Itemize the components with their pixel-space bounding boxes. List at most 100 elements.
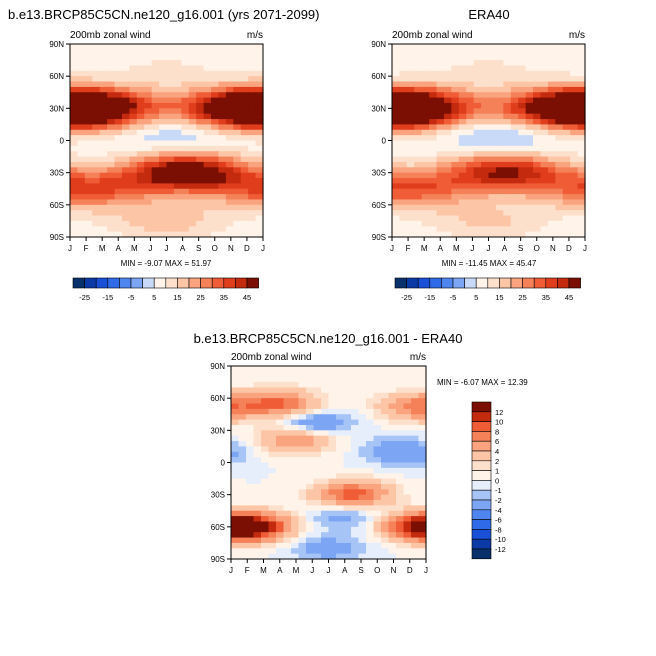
field-cell xyxy=(166,60,175,67)
field-cell xyxy=(366,382,375,389)
field-cell xyxy=(276,376,285,383)
field-cell xyxy=(77,210,86,217)
field-cell xyxy=(313,494,322,501)
field-cell xyxy=(166,145,175,152)
field-cell xyxy=(218,81,227,88)
field-cell xyxy=(343,424,352,431)
field-cell xyxy=(298,542,307,549)
field-cell xyxy=(388,387,397,394)
field-cell xyxy=(84,204,93,211)
field-cell xyxy=(114,97,123,104)
field-cell xyxy=(268,441,277,448)
field-cell xyxy=(121,172,130,179)
field-cell xyxy=(443,183,452,190)
field-cell xyxy=(570,210,579,217)
field-cell xyxy=(298,408,307,415)
field-cell xyxy=(248,76,257,83)
field-cell xyxy=(321,532,330,539)
field-cell xyxy=(373,457,382,464)
field-cell xyxy=(436,178,445,184)
field-cell xyxy=(388,446,397,453)
field-cell xyxy=(233,188,242,195)
field-cell xyxy=(458,124,467,131)
field-cell xyxy=(246,553,255,560)
field-cell xyxy=(231,446,240,453)
field-cell xyxy=(218,167,227,174)
field-cell xyxy=(196,151,205,158)
field-cell xyxy=(443,129,452,136)
y-tick-label: 30N xyxy=(371,104,386,113)
field-cell xyxy=(107,178,116,184)
field-cell xyxy=(129,199,138,206)
field-cell xyxy=(261,553,270,560)
field-cell xyxy=(358,430,367,437)
field-cell xyxy=(70,76,79,83)
field-cell xyxy=(129,220,138,227)
field-cell xyxy=(473,204,482,211)
colorbar-label: 1 xyxy=(495,467,499,476)
field-cell xyxy=(547,178,556,184)
field-cell xyxy=(458,97,467,104)
field-cell xyxy=(107,231,116,238)
field-cell xyxy=(99,108,108,115)
field-cell xyxy=(255,65,264,72)
field-cell xyxy=(510,81,519,88)
field-cell xyxy=(473,135,482,142)
field-cell xyxy=(366,478,375,485)
field-cell xyxy=(555,70,564,77)
field-cell xyxy=(373,473,382,480)
field-cell xyxy=(181,119,190,126)
field-cell xyxy=(211,129,220,136)
field-cell xyxy=(351,403,360,410)
field-cell xyxy=(181,92,190,99)
field-cell xyxy=(268,473,277,480)
field-cell xyxy=(540,76,549,83)
field-cell xyxy=(533,49,542,56)
field-cell xyxy=(298,526,307,533)
colorbar-swatch xyxy=(471,440,492,452)
field-cell xyxy=(336,414,345,421)
field-cell xyxy=(218,178,227,184)
field-cell xyxy=(77,49,86,56)
field-cell xyxy=(121,60,130,67)
field-cell xyxy=(555,210,564,217)
field-cell xyxy=(218,113,227,120)
field-cell xyxy=(495,119,504,126)
field-cell xyxy=(399,161,408,168)
field-cell xyxy=(268,430,277,437)
field-cell xyxy=(392,49,401,56)
field-cell xyxy=(328,462,337,469)
field-cell xyxy=(253,414,262,421)
field-cell xyxy=(107,65,116,72)
field-cell xyxy=(181,54,190,61)
field-cell xyxy=(276,489,285,496)
field-cell xyxy=(458,135,467,142)
field-cell xyxy=(510,97,519,104)
field-cell xyxy=(411,483,420,490)
field-cell xyxy=(533,65,542,72)
field-cell xyxy=(231,366,240,372)
field-cell xyxy=(451,140,460,147)
field-cell xyxy=(466,70,475,77)
field-cell xyxy=(136,226,145,233)
field-cell xyxy=(253,408,262,415)
field-cell xyxy=(248,151,257,158)
field-cell xyxy=(70,124,79,131)
field-cell xyxy=(114,210,123,217)
field-cell xyxy=(358,424,367,431)
field-cell xyxy=(248,220,257,227)
field-cell xyxy=(411,414,420,421)
field-cell xyxy=(129,188,138,195)
field-cell xyxy=(403,441,412,448)
field-cell xyxy=(144,194,153,201)
field-cell xyxy=(381,392,390,399)
y-tick-label: 90S xyxy=(372,233,386,242)
field-cell xyxy=(173,60,182,67)
field-cell xyxy=(92,156,101,163)
field-cell xyxy=(188,215,197,222)
field-cell xyxy=(276,398,285,405)
field-cell xyxy=(443,226,452,233)
field-cell xyxy=(231,553,240,560)
field-cell xyxy=(373,371,382,378)
field-cell xyxy=(429,102,438,109)
